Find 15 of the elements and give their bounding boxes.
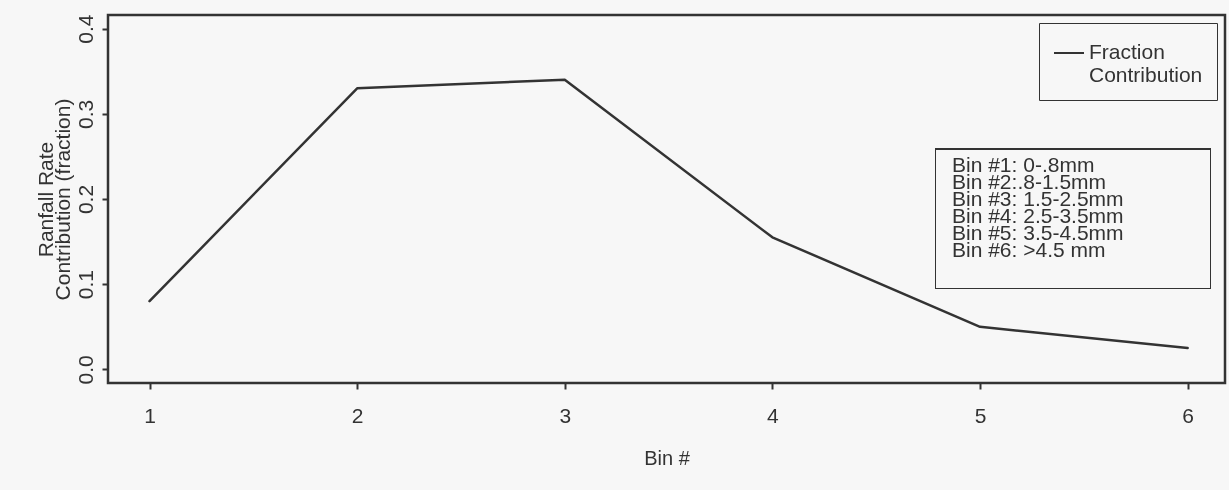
x-axis-title: Bin # — [644, 446, 691, 469]
x-tick-label: 6 — [1182, 403, 1194, 427]
notes-box: Bin #1: 0-.8mm Bin #2:.8-1.5mm Bin #3: 1.5-2.5mm Bin #4: 2.5-3.5mm Bin #5: 3.5-4.5mm Bin #6: >4.5 mm — [935, 148, 1211, 289]
y-tick-label: 0.3 — [73, 99, 97, 129]
y-axis-title: Ranfall Rate Contribution (fraction) — [33, 98, 74, 301]
x-tick-label: 1 — [144, 403, 156, 427]
x-tick-label: 3 — [559, 403, 572, 427]
x-tick-label: 4 — [767, 403, 780, 427]
x-tick-label: 5 — [974, 403, 987, 427]
y-tick-label: 0.4 — [73, 14, 97, 44]
legend-label: Fraction Contribution — [1089, 40, 1203, 86]
x-tick-label: 2 — [351, 403, 364, 427]
y-tick-label: 0.0 — [73, 355, 97, 385]
y-tick-label: 0.1 — [73, 270, 97, 300]
y-tick-label: 0.2 — [73, 184, 97, 215]
